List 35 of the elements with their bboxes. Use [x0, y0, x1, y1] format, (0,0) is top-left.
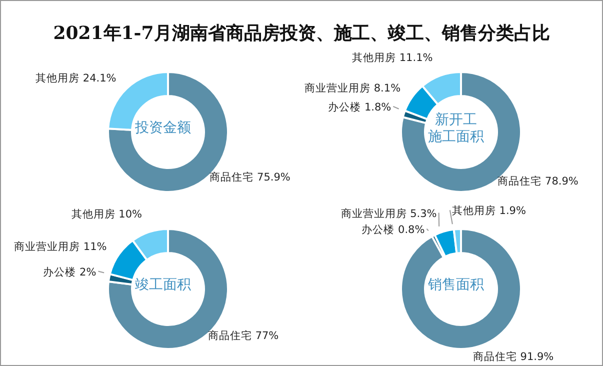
- data-label: 10%: [118, 208, 142, 220]
- data-label: 24.1%: [82, 72, 116, 85]
- data-label: 91.9%: [520, 350, 554, 363]
- data-label: 2%: [80, 266, 96, 278]
- data-label: 0.8%: [398, 224, 425, 236]
- slice-label: 商品住宅: [210, 171, 254, 184]
- data-label: 1.8%: [364, 101, 392, 114]
- chart-title: 2021年1-7月湖南省商品房投资、施工、竣工、销售分类占比: [52, 22, 551, 45]
- slice-label: 其他用房: [71, 208, 116, 220]
- slice-label: 商品住宅: [472, 350, 517, 363]
- text: 销售面积: [427, 277, 484, 293]
- slice-label: 商业营业用房: [304, 82, 371, 95]
- slice-label: 商品住宅: [208, 330, 252, 342]
- slice-label: 其他用房: [452, 205, 496, 218]
- data-label: 77%: [255, 330, 279, 342]
- slice-label: 其他用房: [352, 52, 396, 64]
- slice-label: 商品住宅: [498, 176, 542, 188]
- data-label: 1.9%: [499, 205, 526, 218]
- data-label: 11.1%: [399, 52, 433, 64]
- slice-label: 办公楼: [43, 266, 76, 278]
- slice-label: 商业营业用房: [14, 240, 80, 253]
- data-label: 5.3%: [410, 208, 437, 220]
- donut-slice: [434, 228, 458, 258]
- text: 竣工面积: [135, 277, 191, 293]
- donut-slice: [107, 228, 229, 350]
- slice-label: 办公楼: [328, 101, 362, 114]
- slice-label: 办公楼: [362, 224, 395, 236]
- data-label: 11%: [83, 240, 107, 253]
- text: 新开工施工面积: [428, 112, 484, 145]
- text: 投资金额: [134, 120, 191, 136]
- data-label: 8.1%: [374, 82, 401, 95]
- slice-label: 商业营业用房: [340, 208, 407, 220]
- slice-label: 其他用房: [36, 72, 80, 85]
- data-label: 78.9%: [545, 176, 578, 188]
- data-label: 75.9%: [257, 171, 290, 184]
